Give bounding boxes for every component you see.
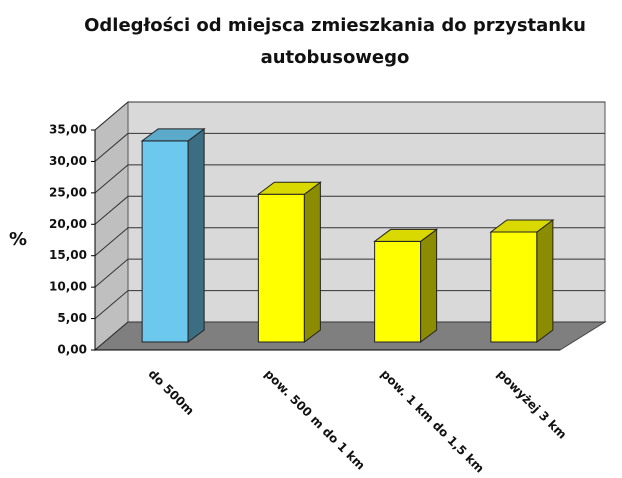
grid-line [94, 195, 605, 225]
y-tick-label: 15,00 [49, 248, 87, 262]
bar [256, 181, 322, 343]
grid-line [94, 101, 605, 131]
bar-side [536, 219, 554, 343]
side-wall [94, 100, 129, 352]
bar-top [140, 128, 206, 142]
y-tick-label: 5,00 [57, 311, 87, 325]
bar [373, 228, 439, 343]
grid-line [94, 164, 605, 194]
y-tick-label: 0,00 [57, 343, 87, 357]
x-tick-label: do 500m [146, 367, 197, 418]
bar-front [257, 193, 305, 343]
bar-side [187, 127, 205, 343]
bar-front [141, 140, 189, 343]
y-axis-label: % [9, 229, 27, 250]
bar [140, 127, 206, 343]
y-tick-label: 30,00 [49, 154, 87, 168]
grid-line [94, 321, 605, 351]
bar-front [490, 231, 538, 343]
x-tick-label: powyżej 3 km [494, 367, 569, 442]
bar-top [373, 228, 439, 242]
x-tick-label: pow. 500 m do 1 km [262, 367, 368, 473]
grid-line [94, 132, 605, 162]
bar-side [303, 181, 321, 343]
y-tick-label: 20,00 [49, 217, 87, 231]
chart-title: Odległości od miejsca zmieszkania do prz… [84, 15, 586, 36]
bar-side [420, 228, 438, 343]
grid-line [94, 290, 605, 319]
bar-top [489, 219, 555, 233]
bar-top [256, 181, 322, 195]
y-tick-label: 10,00 [49, 280, 87, 294]
bar-front [374, 240, 422, 343]
y-tick-label: 35,00 [49, 123, 87, 137]
grid-line [94, 227, 605, 257]
chart-title: autobusowego [261, 47, 410, 68]
grid-line [94, 258, 605, 288]
y-tick-label: 25,00 [49, 185, 87, 199]
bar [489, 219, 555, 343]
x-tick-label: pow. 1 km do 1,5 km [378, 367, 487, 476]
